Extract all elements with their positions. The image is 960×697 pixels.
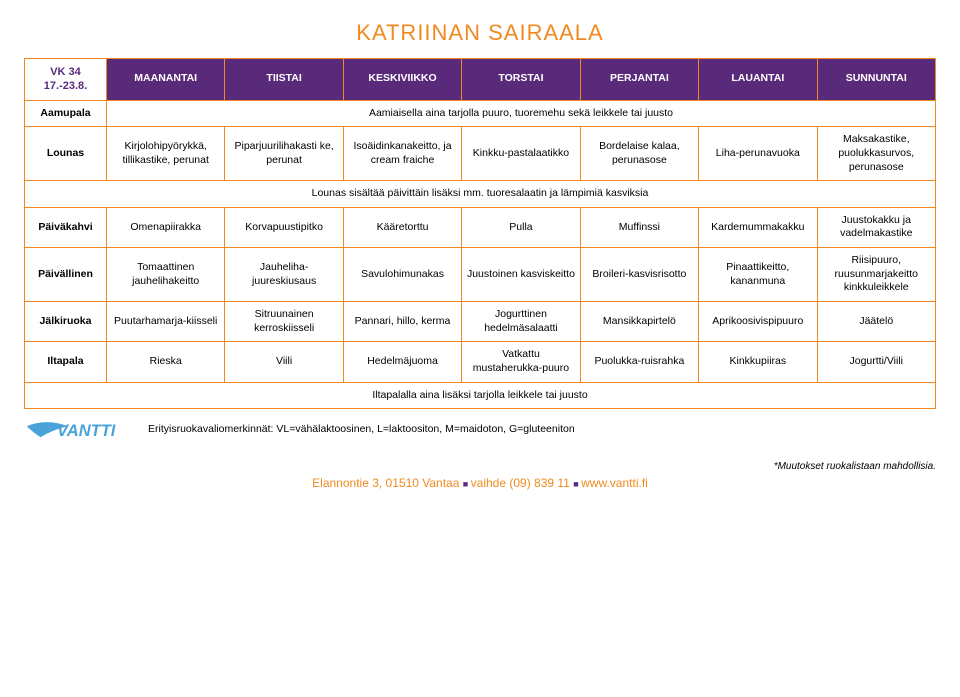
meal-cell: Riisipuuro, ruusunmarjakeitto kinkkuleik… (817, 248, 935, 302)
meal-cell: Aprikoosivispipuuro (699, 302, 817, 342)
paivakahvi-row: Päiväkahvi Omenapiirakka Korvapuustipitk… (25, 207, 936, 247)
header-row: VK 34 17.-23.8. MAANANTAI TIISTAI KESKIV… (25, 59, 936, 101)
meal-cell: Kääretorttu (343, 207, 461, 247)
address-street: Elannontie 3, 01510 Vantaa (312, 476, 459, 490)
diet-note: Erityisruokavaliomerkinnät: VL=vähälakto… (148, 423, 936, 435)
aamupala-row: Aamupala Aamiaisella aina tarjolla puuro… (25, 100, 936, 127)
meal-cell: Omenapiirakka (106, 207, 224, 247)
lounas-note: Lounas sisältää päivittäin lisäksi mm. t… (25, 181, 936, 208)
meal-cell: Kardemummakakku (699, 207, 817, 247)
separator-icon: ■ (463, 479, 471, 489)
meal-cell: Puolukka-ruisrahka (580, 342, 698, 382)
row-label: Päivällinen (25, 248, 107, 302)
disclaimer: *Muutokset ruokalistaan mahdollisia. (24, 461, 936, 472)
meal-cell: Juustoinen kasviskeitto (462, 248, 580, 302)
address-line: Elannontie 3, 01510 Vantaa ■ vaihde (09)… (24, 476, 936, 490)
separator-icon: ■ (573, 479, 581, 489)
meal-cell: Broileri-kasvisrisotto (580, 248, 698, 302)
meal-cell: Isoäidinkanakeitto, ja cream fraiche (343, 127, 461, 181)
address-url: www.vantti.fi (581, 476, 648, 490)
address-phone: vaihde (09) 839 11 (471, 476, 570, 490)
meal-cell: Jogurtti/Viili (817, 342, 935, 382)
meal-cell: Juustokakku ja vadelmakastike (817, 207, 935, 247)
week-number: VK 34 (29, 65, 102, 79)
svg-text:VANTTI: VANTTI (57, 422, 116, 440)
week-cell: VK 34 17.-23.8. (25, 59, 107, 101)
meal-cell: Mansikkapirtelö (580, 302, 698, 342)
row-label: Lounas (25, 127, 107, 181)
hospital-title: KATRIINAN SAIRAALA (24, 20, 936, 46)
day-header: SUNNUNTAI (817, 59, 935, 101)
iltapala-note-row: Iltapalalla aina lisäksi tarjolla leikke… (25, 382, 936, 409)
meal-cell: Bordelaise kalaa, perunasose (580, 127, 698, 181)
meal-cell: Muffinssi (580, 207, 698, 247)
meal-cell: Kinkku-pastalaatikko (462, 127, 580, 181)
meal-cell: Jogurttinen hedelmäsalaatti (462, 302, 580, 342)
meal-cell: Liha-perunavuoka (699, 127, 817, 181)
day-header: LAUANTAI (699, 59, 817, 101)
jalkiruoka-row: Jälkiruoka Puutarhamarja-kiisseli Sitruu… (25, 302, 936, 342)
row-label: Iltapala (25, 342, 107, 382)
meal-cell: Kinkkupiiras (699, 342, 817, 382)
footnotes: VANTTI Erityisruokavaliomerkinnät: VL=vä… (24, 415, 936, 443)
lounas-row: Lounas Kirjolohipyörykkä, tillikastike, … (25, 127, 936, 181)
meal-cell: Pinaattikeitto, kananmuna (699, 248, 817, 302)
lounas-note-row: Lounas sisältää päivittäin lisäksi mm. t… (25, 181, 936, 208)
meal-cell: Rieska (106, 342, 224, 382)
day-header: MAANANTAI (106, 59, 224, 101)
menu-table: VK 34 17.-23.8. MAANANTAI TIISTAI KESKIV… (24, 58, 936, 409)
meal-cell: Kirjolohipyörykkä, tillikastike, perunat (106, 127, 224, 181)
meal-cell: Sitruunainen kerroskiisseli (225, 302, 343, 342)
meal-cell: Piparjuurilihakasti ke, perunat (225, 127, 343, 181)
aamupala-text: Aamiaisella aina tarjolla puuro, tuoreme… (106, 100, 935, 127)
meal-cell: Vatkattu mustaherukka-puuro (462, 342, 580, 382)
day-header: TORSTAI (462, 59, 580, 101)
meal-cell: Hedelmäjuoma (343, 342, 461, 382)
meal-cell: Savulohimunakas (343, 248, 461, 302)
meal-cell: Pannari, hillo, kerma (343, 302, 461, 342)
meal-cell: Jäätelö (817, 302, 935, 342)
meal-cell: Viili (225, 342, 343, 382)
iltapala-row: Iltapala Rieska Viili Hedelmäjuoma Vatka… (25, 342, 936, 382)
meal-cell: Maksakastike, puolukkasurvos, perunasose (817, 127, 935, 181)
meal-cell: Pulla (462, 207, 580, 247)
row-label: Jälkiruoka (25, 302, 107, 342)
iltapala-note: Iltapalalla aina lisäksi tarjolla leikke… (25, 382, 936, 409)
day-header: PERJANTAI (580, 59, 698, 101)
day-header: KESKIVIIKKO (343, 59, 461, 101)
row-label: Päiväkahvi (25, 207, 107, 247)
week-dates: 17.-23.8. (29, 79, 102, 93)
meal-cell: Puutarhamarja-kiisseli (106, 302, 224, 342)
meal-cell: Tomaattinen jauhelihakeitto (106, 248, 224, 302)
day-header: TIISTAI (225, 59, 343, 101)
meal-cell: Jauheliha-juureskiusaus (225, 248, 343, 302)
vantti-logo: VANTTI (24, 415, 134, 443)
meal-cell: Korvapuustipitko (225, 207, 343, 247)
paivallinen-row: Päivällinen Tomaattinen jauhelihakeitto … (25, 248, 936, 302)
row-label: Aamupala (25, 100, 107, 127)
